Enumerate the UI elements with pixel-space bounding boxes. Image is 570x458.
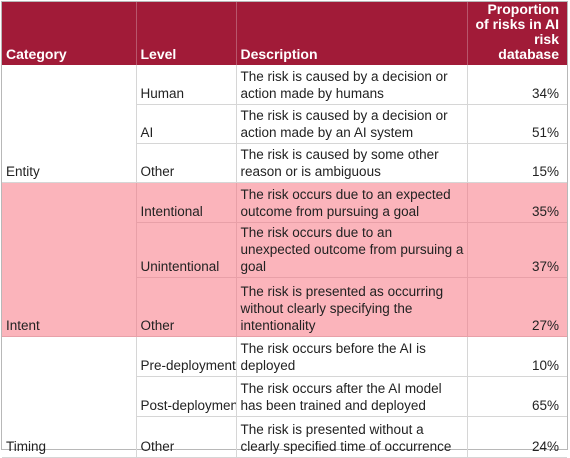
proportion-cell: 15% [467,143,567,183]
proportion-cell: 27% [467,277,567,337]
description-cell: The risk is caused by a decision or acti… [236,65,468,105]
level-cell: Human [136,65,237,105]
table-row: Intentional The risk occurs due to an ex… [2,182,567,223]
proportion-cell: 65% [467,376,567,417]
table-row: AI The risk is caused by a decision or a… [2,104,567,144]
level-cell: Other [136,143,237,183]
proportion-cell: 37% [467,222,567,278]
table-row: Pre-deployment The risk occurs before th… [2,336,567,377]
proportion-cell: 35% [467,182,567,223]
proportion-cell: 51% [467,104,567,144]
table-row: Post-deploymen The risk occurs after the… [2,376,567,417]
description-cell: The risk occurs before the AI is deploye… [236,336,468,377]
level-cell: Intentional [136,182,237,223]
level-cell: Unintentional [136,222,237,278]
level-cell: Post-deploymen [136,376,237,417]
category-cell: Entity [2,143,137,183]
description-cell: The risk occurs after the AI model has b… [236,376,468,417]
header-category: Category [2,2,137,65]
header-row: Category Level Description Proportion of… [2,2,567,65]
level-cell: AI [136,104,237,144]
category-cell [2,376,137,416]
category-cell [2,65,137,104]
category-cell [2,336,137,376]
description-cell: The risk occurs due to an expected outco… [236,182,468,223]
description-cell: The risk occurs due to an unexpected out… [236,222,468,278]
header-level: Level [136,2,237,65]
level-cell: Pre-deployment [136,336,237,377]
category-cell [2,182,137,222]
description-cell: The risk is presented as occurring witho… [236,277,468,337]
table-row: Unintentional The risk occurs due to an … [2,222,567,278]
header-proportion: Proportion of risks in AI risk database [467,2,567,65]
table-row: Human The risk is caused by a decision o… [2,65,567,105]
level-cell: Other [136,277,237,337]
proportion-cell: 10% [467,336,567,377]
proportion-cell: 34% [467,65,567,105]
description-cell: The risk is caused by some other reason … [236,143,468,183]
description-cell: The risk is caused by a decision or acti… [236,104,468,144]
category-cell [2,104,137,143]
category-cell: Intent [2,277,137,337]
header-description: Description [236,2,468,65]
table-row: Intent Other The risk is presented as oc… [2,277,567,337]
table-row: Entity Other The risk is caused by some … [2,143,567,183]
category-cell [2,222,137,277]
